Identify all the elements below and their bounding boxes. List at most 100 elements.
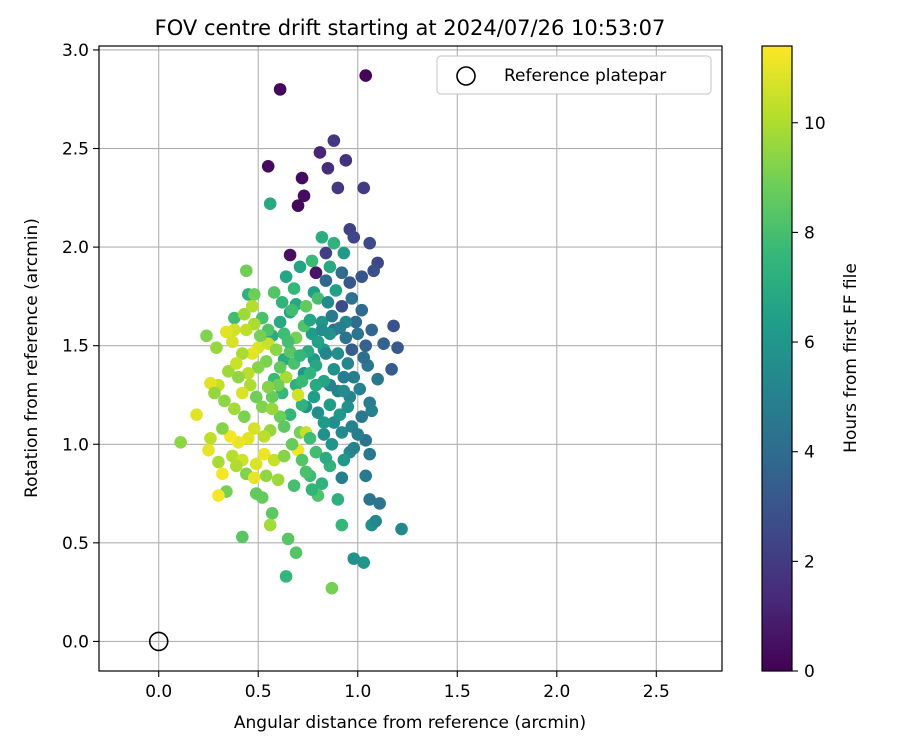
- scatter-point: [255, 400, 269, 414]
- chart-title: FOV centre drift starting at 2024/07/26 …: [155, 16, 666, 40]
- scatter-point: [319, 246, 333, 260]
- scatter-point: [238, 410, 251, 423]
- x-tick-label: 2.0: [543, 682, 570, 702]
- scatter-point: [279, 270, 293, 283]
- scatter-point: [335, 426, 349, 439]
- scatter-point: [273, 315, 287, 329]
- scatter-point: [279, 370, 293, 384]
- scatter-point: [325, 309, 339, 323]
- scatter-point: [351, 327, 365, 341]
- scatter-point: [204, 376, 217, 390]
- scatter-point: [363, 236, 376, 250]
- scatter-point: [359, 339, 373, 352]
- scatter-point: [222, 365, 235, 378]
- scatter-point: [271, 378, 285, 392]
- scatter-point: [210, 341, 223, 354]
- legend-marker: [456, 66, 476, 86]
- scatter-point: [295, 398, 309, 412]
- scatter-point: [249, 487, 263, 500]
- scatter-point: [309, 445, 323, 459]
- scatter-point: [347, 552, 361, 565]
- scatter-point: [367, 264, 380, 278]
- scatter-point: [291, 199, 305, 213]
- scatter-point: [247, 422, 261, 435]
- scatter-point: [285, 303, 299, 317]
- scatter-point: [325, 437, 339, 451]
- scatter-point: [321, 296, 335, 309]
- scatter-point: [307, 390, 321, 404]
- scatter-point: [241, 432, 255, 445]
- scatter-point: [224, 430, 237, 443]
- scatter-point: [236, 347, 249, 360]
- plot-frame: [98, 45, 723, 672]
- colorbar-tick-label: 6: [804, 333, 815, 353]
- scatter-point: [305, 483, 319, 496]
- y-tick-label: 1.5: [62, 337, 89, 357]
- scatter-point: [357, 556, 371, 569]
- scatter-point: [331, 493, 345, 506]
- scatter-point: [359, 69, 373, 82]
- scatter-point: [315, 323, 329, 337]
- scatter-point: [212, 455, 225, 469]
- reference-platepar-marker: [148, 631, 169, 652]
- colorbar-tick-label: 0: [804, 662, 815, 682]
- scatter-point: [335, 266, 349, 280]
- legend-box: [436, 55, 712, 95]
- scatter-point: [311, 335, 325, 349]
- x-tick-label: 1.0: [344, 682, 371, 702]
- y-tick-label: 2.5: [62, 140, 89, 160]
- scatter-point: [327, 236, 341, 250]
- scatter-point: [293, 349, 307, 362]
- scatter-point: [239, 264, 253, 278]
- scatter-point: [267, 453, 281, 467]
- grid-lines: [99, 46, 722, 671]
- scatter-point: [291, 388, 305, 402]
- scatter-point: [283, 408, 297, 421]
- scatter-point: [337, 246, 351, 260]
- scatter-point: [303, 366, 317, 380]
- scatter-point: [355, 270, 369, 283]
- legend-label: Reference platepar: [504, 66, 666, 86]
- scatter-point: [341, 400, 355, 414]
- scatter-point: [257, 447, 271, 461]
- scatter-point: [287, 479, 301, 492]
- scatter-point: [335, 518, 349, 532]
- scatter-point: [263, 518, 277, 532]
- x-tick-label: 1.5: [444, 682, 471, 702]
- scatter-point: [327, 363, 341, 376]
- scatter-point: [319, 451, 333, 465]
- scatter-point: [261, 380, 275, 394]
- scatter-point: [391, 341, 404, 354]
- scatter-point: [319, 274, 333, 287]
- y-tick-label: 2.0: [62, 238, 89, 258]
- scatter-point: [239, 323, 253, 337]
- scatter-point: [297, 189, 311, 203]
- scatter-point: [395, 522, 408, 536]
- scatter-point: [313, 146, 327, 159]
- scatter-point: [220, 325, 233, 339]
- scatter-point: [245, 347, 259, 360]
- scatter-point: [273, 83, 287, 96]
- scatter-point: [265, 402, 279, 416]
- scatter-point: [273, 361, 287, 374]
- x-axis-label: Angular distance from reference (arcmin): [234, 713, 586, 733]
- scatter-point: [371, 372, 384, 386]
- scatter-point: [247, 288, 261, 301]
- scatter-point: [319, 347, 333, 360]
- colorbar-tick-label: 4: [804, 443, 815, 463]
- scatter-point: [228, 311, 241, 325]
- colorbar-ticks: 0 2 4 6 8 10: [792, 114, 826, 682]
- scatter-point: [243, 378, 257, 392]
- scatter-point: [311, 406, 325, 420]
- scatter-point: [218, 394, 231, 408]
- scatter-point: [285, 437, 299, 451]
- scatter-point: [265, 390, 279, 404]
- scatter-point: [226, 335, 239, 349]
- scatter-point: [369, 514, 382, 528]
- scatter-point: [283, 345, 297, 358]
- scatter-point: [190, 408, 203, 421]
- scatter-point: [339, 154, 353, 167]
- colorbar-label: Hours from first FF file: [841, 263, 861, 453]
- x-axis-ticks: 0.0 0.5 1.0 1.5 2.0 2.5: [145, 671, 670, 702]
